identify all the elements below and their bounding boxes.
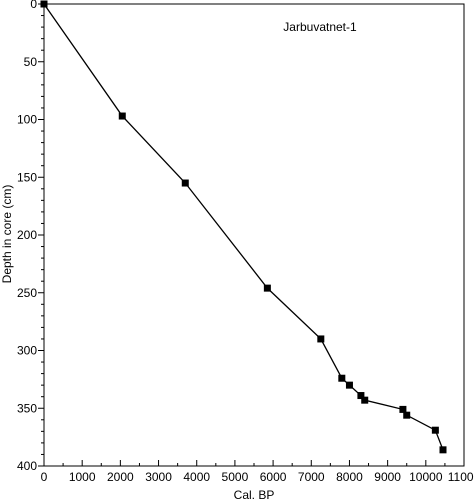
series-layer <box>40 0 447 454</box>
x-tick-label: 7000 <box>298 470 325 484</box>
data-point <box>399 405 407 413</box>
data-point <box>439 446 447 454</box>
x-axis: 0 1000 2000 3000 4000 5000 6000 7000 8000 9000 100… <box>41 460 474 484</box>
data-point <box>338 374 346 382</box>
x-tick-label: 10000 <box>409 470 443 484</box>
data-point <box>181 179 189 187</box>
y-tick-label: 150 <box>17 170 37 184</box>
data-point <box>317 335 325 343</box>
data-point <box>431 426 439 434</box>
y-tick-label: 200 <box>17 228 37 242</box>
data-point <box>263 284 271 292</box>
x-tick-label: 0 <box>41 470 48 484</box>
data-point <box>40 0 48 8</box>
data-point <box>357 392 365 400</box>
x-tick-label: 3000 <box>145 470 172 484</box>
y-tick-label: 0 <box>30 0 37 11</box>
y-tick-label: 350 <box>17 401 37 415</box>
data-point <box>118 112 126 120</box>
plot-frame <box>43 3 465 467</box>
x-tick-label: 2000 <box>107 470 134 484</box>
data-point <box>361 396 369 404</box>
x-tick-label: 1000 <box>69 470 96 484</box>
x-tick-label: 6000 <box>260 470 287 484</box>
y-axis: 0 50 100 150 200 250 300 350 400 <box>17 0 44 473</box>
x-tick-label: 4000 <box>183 470 210 484</box>
x-tick-label: 5000 <box>222 470 249 484</box>
chart-title: Jarbuvatnet-1 <box>283 20 357 34</box>
x-tick-label: 8000 <box>336 470 363 484</box>
series-line <box>43 3 444 451</box>
y-tick-label: 50 <box>24 55 38 69</box>
x-tick-label: 9000 <box>374 470 401 484</box>
x-axis-title: Cal. BP <box>234 488 275 502</box>
y-tick-label: 250 <box>17 286 37 300</box>
y-tick-label: 400 <box>17 459 37 473</box>
data-point <box>345 381 353 389</box>
data-point <box>403 411 411 419</box>
y-tick-label: 300 <box>17 344 37 358</box>
y-tick-label: 100 <box>17 113 37 127</box>
y-axis-title: Depth in core (cm) <box>0 185 14 284</box>
